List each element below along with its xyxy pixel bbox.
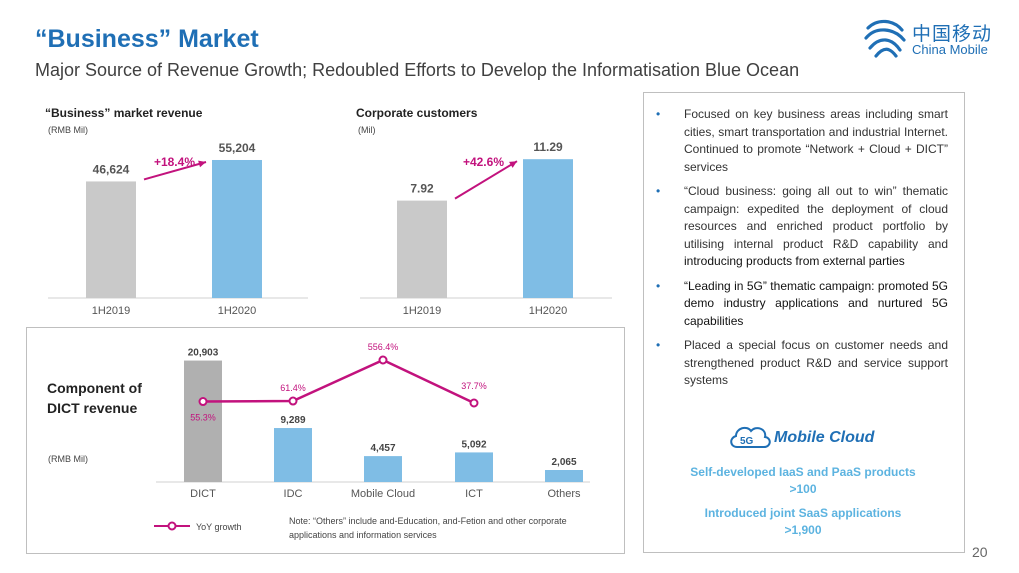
x-tick-label: DICT (190, 488, 216, 500)
yoy-growth-label: 37.7% (461, 381, 487, 391)
right-info-panel (643, 92, 965, 553)
stat-iaas-paas: Self-developed IaaS and PaaS products >1… (690, 465, 916, 496)
bullet-item: • “Leading in 5G” thematic campaign: prom… (656, 278, 948, 328)
bar (212, 159, 262, 298)
bullet-item: • “Cloud business: going all out to win” … (656, 184, 948, 268)
5g-badge-text: 5G (740, 436, 754, 447)
data-label: 5,092 (461, 439, 486, 450)
dict-chart-title: Component of DICT revenue (47, 380, 142, 416)
yoy-growth-label: 61.4% (280, 383, 306, 393)
bullet-icon: • (656, 278, 661, 293)
dict-component-chart: 20,903 DICT 9,289 IDC 4,457 Mobile Cloud 5,092… (156, 342, 590, 500)
growth-arrow-line (454, 160, 518, 200)
x-tick-label: Others (547, 488, 581, 500)
growth-label: +42.6% (463, 155, 504, 169)
page-number: 20 (972, 544, 988, 560)
x-tick-label: IDC (284, 488, 303, 500)
bullet-icon: • (656, 107, 661, 121)
dict-note: Note: “Others” include and-Education, an… (289, 516, 567, 540)
data-label: 9,289 (280, 415, 305, 426)
growth-arrow-line (143, 161, 207, 181)
x-tick-label: 1H2020 (218, 305, 257, 317)
bar (397, 200, 447, 298)
customers-bar-chart: 7.92 1H2019 11.29 1H2020 +42.6% (360, 140, 612, 317)
yoy-growth-point (469, 398, 479, 408)
dict-chart-box (26, 327, 625, 554)
yoy-growth-legend-label: YoY growth (196, 522, 242, 532)
bullet-list: • Focused on key business areas including… (654, 106, 948, 397)
data-label: 20,903 (188, 348, 219, 359)
bullet-item: • Focused on key business areas including… (656, 107, 948, 174)
bar (523, 159, 573, 298)
data-label: 4,457 (370, 443, 395, 454)
mobile-cloud-label: Mobile Cloud (774, 429, 875, 446)
x-tick-label: 1H2020 (529, 305, 568, 317)
bar (184, 360, 222, 482)
growth-arrow-head (509, 161, 517, 168)
dict-chart-unit: (RMB Mil) (48, 454, 88, 464)
slide-title: “Business” Market (35, 25, 259, 53)
slide-subtitle: Major Source of Revenue Growth; Redouble… (35, 60, 800, 80)
yoy-growth-point (198, 397, 208, 407)
bar (364, 456, 402, 482)
bar (455, 452, 493, 482)
data-label: 11.29 (533, 140, 563, 154)
bar (545, 470, 583, 482)
yoy-growth-legend-marker (154, 521, 190, 531)
x-tick-label: Mobile Cloud (351, 488, 415, 500)
bullet-icon: • (656, 184, 661, 198)
x-tick-label: 1H2019 (403, 305, 442, 317)
revenue-chart-unit: (RMB Mil) (48, 125, 88, 135)
data-label: 46,624 (93, 162, 130, 176)
growth-arrow-head (198, 160, 206, 168)
x-tick-label: ICT (465, 488, 483, 500)
growth-label: +18.4% (154, 155, 195, 169)
yoy-growth-point (288, 396, 298, 406)
bar (86, 181, 136, 298)
customers-chart-title: Corporate customers (356, 106, 478, 120)
logo-english-text: China Mobile (912, 42, 988, 57)
data-label: 7.92 (410, 182, 434, 196)
customers-chart-unit: (Mil) (358, 125, 376, 135)
bullet-icon: • (656, 338, 661, 352)
data-label: 2,065 (551, 457, 576, 468)
bullet-item: • Placed a special focus on customer need… (656, 338, 948, 387)
revenue-chart-title: “Business” market revenue (45, 106, 203, 120)
bar (274, 428, 312, 482)
x-tick-label: 1H2019 (92, 305, 131, 317)
mobile-cloud-icon: 5G (730, 426, 771, 448)
yoy-growth-line (202, 358, 475, 405)
china-mobile-logo-icon (864, 19, 906, 58)
stat-saas: Introduced joint SaaS applications >1,90… (704, 506, 902, 537)
data-label: 55,204 (219, 141, 256, 155)
yoy-growth-label: 55.3% (190, 413, 216, 423)
yoy-growth-label: 556.4% (368, 342, 399, 352)
revenue-bar-chart: 46,624 1H2019 55,204 1H2020 +18.4% (48, 141, 308, 317)
logo-chinese-text: 中国移动 (912, 23, 993, 45)
yoy-growth-point (378, 355, 388, 365)
